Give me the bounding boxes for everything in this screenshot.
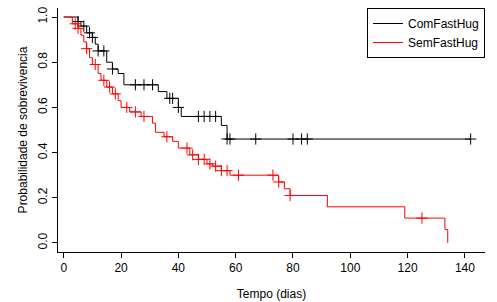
svg-text:0.0: 0.0 xyxy=(36,232,50,249)
svg-text:0: 0 xyxy=(60,261,67,275)
svg-text:100: 100 xyxy=(340,261,360,275)
svg-text:1.0: 1.0 xyxy=(36,7,50,24)
svg-text:Tempo (dias): Tempo (dias) xyxy=(237,287,306,301)
svg-text:140: 140 xyxy=(455,261,475,275)
svg-text:0.6: 0.6 xyxy=(36,97,50,114)
svg-text:0.8: 0.8 xyxy=(36,52,50,69)
svg-text:80: 80 xyxy=(286,261,300,275)
svg-text:20: 20 xyxy=(114,261,128,275)
svg-text:ComFastHug: ComFastHug xyxy=(408,17,479,31)
svg-text:40: 40 xyxy=(172,261,186,275)
svg-text:Probabilidade de sobrevivencia: Probabilidade de sobrevivencia xyxy=(16,46,30,213)
svg-text:0.2: 0.2 xyxy=(36,187,50,204)
svg-text:0.4: 0.4 xyxy=(36,142,50,159)
svg-text:120: 120 xyxy=(398,261,418,275)
svg-text:SemFastHug: SemFastHug xyxy=(408,36,478,50)
svg-text:60: 60 xyxy=(229,261,243,275)
